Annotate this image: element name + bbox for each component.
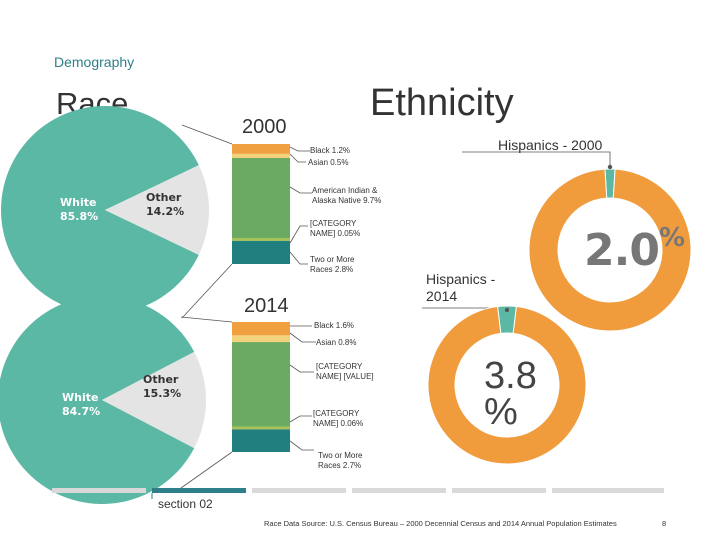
year-2000-label: 2000 <box>242 116 287 138</box>
footer-bar-5 <box>452 488 546 493</box>
pie-slice-white-2000 <box>0 106 199 314</box>
bar-label-black-2014: Black 1.6% <box>314 321 355 330</box>
leader-asian-2014 <box>289 332 316 343</box>
leader-dot-2000 <box>607 164 613 170</box>
bar-2000-segment-asian <box>232 153 290 159</box>
donut-2014-number: 3.8 <box>484 355 537 397</box>
pie-2000 <box>0 106 210 314</box>
connector-2014-bottom <box>180 451 233 489</box>
pie-label-white-2000-value: 85.8% <box>60 210 99 223</box>
donut-2000-number: 2.0 <box>584 225 660 276</box>
donut-2000-percent: % <box>658 223 685 253</box>
section-label: Demography <box>54 54 135 70</box>
leader-lines <box>289 146 611 451</box>
pie-label-white-2014: White 84.7% <box>62 391 100 419</box>
donut-2014-segment-non-hispanic <box>427 306 587 465</box>
bar-2014-segment-two-or-more <box>232 429 290 452</box>
pie-label-white-2000-name: White <box>60 196 97 209</box>
pie-slice-white-2014 <box>0 296 195 504</box>
stacked-bar-2014 <box>232 322 290 452</box>
stacked-bar-2000 <box>232 144 290 264</box>
bar-label-black-2000: Black 1.2% <box>310 146 351 155</box>
bar-label-two-2000: Two or More Races 2.8% <box>310 255 355 274</box>
footer-bar-6 <box>552 488 664 493</box>
donut-2000-segment-non-hispanic <box>528 168 692 332</box>
footer-source-note: Race Data Source: U.S. Census Bureau – 2… <box>264 519 617 528</box>
bar-2000-segment-aian <box>232 158 290 238</box>
leader-asian-2000 <box>289 153 306 163</box>
pie-label-other-2014-value: 15.3% <box>143 387 182 400</box>
pie-label-other-2000: Other 14.2% <box>146 191 184 219</box>
footer-bar-1 <box>52 488 146 493</box>
footer-progress <box>52 488 664 499</box>
bar-2014-segment-asian <box>232 335 290 343</box>
donut-2000-center-value: 2.0% <box>584 223 685 276</box>
hispanics-2014-title: Hispanics - 2014 <box>426 271 496 304</box>
page-number: 8 <box>662 519 667 528</box>
leader-black-2000 <box>289 146 310 152</box>
bar-label-asian-2000: Asian 0.5% <box>308 158 349 167</box>
leader-two-2000 <box>289 251 308 265</box>
bar-2014-segment-black <box>232 322 290 336</box>
bar-label-cat-value-2014: [CATEGORY NAME] [VALUE] <box>316 362 374 381</box>
donut-2014-center-value: 3.8 % <box>484 355 537 433</box>
bar-label-cat-2000: [CATEGORY NAME] 0.05% <box>310 219 361 238</box>
bar-2000-segment-black <box>232 144 290 154</box>
leader-cat-value-2014 <box>289 364 314 373</box>
donut-hispanics-2014 <box>427 305 587 465</box>
footer-section-label: section 02 <box>158 497 213 511</box>
pie-slice-other-2014 <box>102 351 206 449</box>
pie-label-white-2014-name: White <box>62 391 99 404</box>
bar-2014-segment-category <box>232 426 290 430</box>
bar-label-two-2014: Two or More Races 2.7% <box>318 451 363 470</box>
pie-slice-other-2000 <box>105 165 210 255</box>
pie-2014 <box>0 296 206 504</box>
bar-label-cat-2014: [CATEGORY NAME] 0.06% <box>313 409 364 428</box>
pie-label-white-2014-value: 84.7% <box>62 405 101 418</box>
pie-label-other-2000-name: Other <box>146 191 182 204</box>
ethnicity-title: Ethnicity <box>370 82 514 124</box>
bar-label-asian-2014: Asian 0.8% <box>316 338 357 347</box>
leader-two-2014 <box>289 440 314 451</box>
donut-2014-percent: % <box>484 391 518 433</box>
bar-2000-segment-two-or-more <box>232 240 290 264</box>
bar-2000-segment-category <box>232 237 290 241</box>
pie-label-other-2000-value: 14.2% <box>146 205 185 218</box>
donut-hispanics-2000 <box>528 168 692 332</box>
pie-label-other-2014: Other 15.3% <box>143 373 181 401</box>
leader-cat-2000 <box>289 225 308 244</box>
connector-2000-bottom <box>181 263 233 319</box>
leader-dot-2014 <box>504 307 510 313</box>
bar-label-aian-2000: American Indian & Alaska Native 9.7% <box>312 186 382 205</box>
connector-2000-top <box>181 124 233 145</box>
leader-hisp-2000 <box>462 151 611 170</box>
footer-bar-active <box>152 488 246 493</box>
footer-bar-4 <box>352 488 446 493</box>
connector-2014-top <box>180 316 233 323</box>
pie-label-white-2000: White 85.8% <box>60 196 98 224</box>
bar-2014-segment-aian <box>232 342 290 427</box>
footer-bar-3 <box>252 488 346 493</box>
leader-cat-2014 <box>289 415 312 423</box>
pie-label-other-2014-name: Other <box>143 373 179 386</box>
hispanics-2000-title: Hispanics - 2000 <box>498 137 603 153</box>
leader-aian-2000 <box>289 186 312 194</box>
year-2014-label: 2014 <box>244 295 289 317</box>
